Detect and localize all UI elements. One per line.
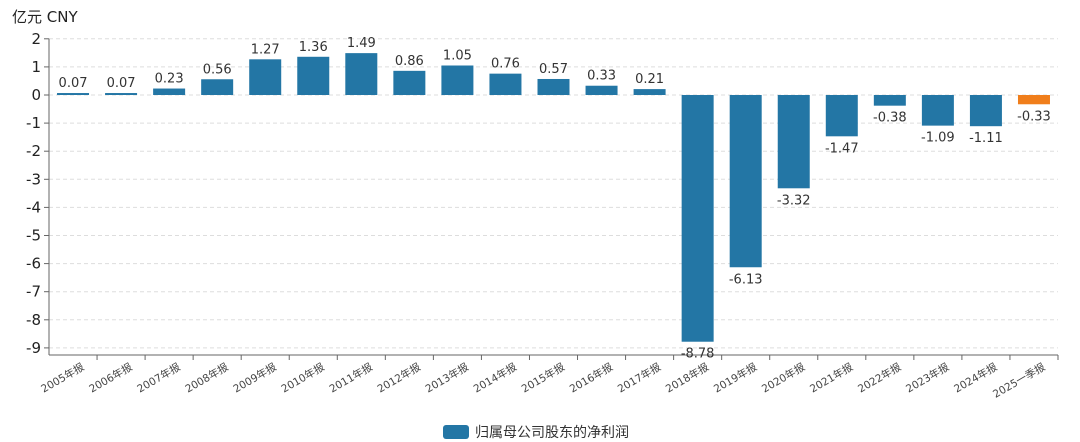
x-tick-label: 2008年报 xyxy=(183,360,231,395)
bar-value-label: -1.47 xyxy=(825,141,859,156)
y-tick-label: 0 xyxy=(31,86,41,104)
x-tick-label: 2018年报 xyxy=(663,360,711,395)
bar-value-label: -1.11 xyxy=(969,131,1003,146)
bar xyxy=(297,56,330,95)
y-tick-label: 1 xyxy=(31,58,41,76)
bar-value-label: -6.13 xyxy=(729,272,763,287)
bar-value-label: 1.36 xyxy=(299,40,328,55)
bar-value-label: 0.86 xyxy=(395,54,424,69)
bar xyxy=(153,88,186,95)
bar xyxy=(489,73,522,95)
y-tick-label: -2 xyxy=(26,142,41,160)
y-axis-unit-label: 亿元 CNY xyxy=(12,8,78,26)
bar-value-label: 1.27 xyxy=(251,42,280,57)
bar xyxy=(921,95,954,126)
bar xyxy=(969,95,1002,127)
x-tick-label: 2012年报 xyxy=(375,360,423,395)
bar xyxy=(1017,95,1050,105)
x-tick-label: 2025一季报 xyxy=(991,360,1048,401)
bar-value-label: 0.21 xyxy=(635,72,664,87)
bar-value-label: -0.38 xyxy=(873,111,907,126)
bar-value-label: 0.07 xyxy=(107,76,136,91)
bar xyxy=(729,95,762,268)
bar xyxy=(345,53,378,95)
bar xyxy=(441,65,474,95)
y-tick-label: -5 xyxy=(26,227,41,245)
x-tick-label: 2014年报 xyxy=(471,360,519,395)
x-tick-label: 2023年报 xyxy=(904,360,952,395)
bar xyxy=(777,95,810,189)
y-tick-label: -7 xyxy=(26,283,41,301)
x-tick-label: 2019年报 xyxy=(711,360,759,395)
y-tick-label: -6 xyxy=(26,255,41,273)
x-tick-label: 2015年报 xyxy=(519,360,567,395)
y-tick-label: -8 xyxy=(26,311,41,329)
bar-value-label: 0.76 xyxy=(491,57,520,72)
x-tick-label: 2010年报 xyxy=(279,360,327,395)
x-tick-label: 2021年报 xyxy=(807,360,855,395)
bar xyxy=(393,70,426,95)
x-tick-label: 2007年报 xyxy=(135,360,183,395)
bar-value-label: 0.56 xyxy=(203,62,232,77)
chart-legend[interactable]: 归属母公司股东的净利润 xyxy=(443,422,629,442)
bar-value-label: 0.33 xyxy=(587,69,616,84)
y-tick-label: -3 xyxy=(26,170,41,188)
bar xyxy=(249,59,282,95)
bar-value-label: -8.78 xyxy=(681,347,715,362)
x-tick-label: 2005年报 xyxy=(39,360,87,395)
bar xyxy=(633,89,666,95)
x-tick-label: 2017年报 xyxy=(615,360,663,395)
x-tick-label: 2016年报 xyxy=(567,360,615,395)
bar xyxy=(201,79,234,95)
bar-value-label: 0.23 xyxy=(155,72,184,87)
bar xyxy=(57,93,90,95)
bar xyxy=(681,95,714,342)
x-tick-label: 2020年报 xyxy=(759,360,807,395)
x-tick-label: 2006年报 xyxy=(87,360,135,395)
bar xyxy=(873,95,906,106)
legend-label: 归属母公司股东的净利润 xyxy=(475,425,629,441)
bar xyxy=(105,93,138,95)
bar xyxy=(825,95,858,137)
x-tick-label: 2013年报 xyxy=(423,360,471,395)
bar xyxy=(537,78,570,95)
bar-value-label: 1.49 xyxy=(347,36,376,51)
bar-value-label: -1.09 xyxy=(921,131,955,146)
bar-value-label: -0.33 xyxy=(1017,109,1051,124)
y-tick-label: 2 xyxy=(31,30,41,48)
bar-value-label: -3.32 xyxy=(777,193,811,208)
x-tick-label: 2022年报 xyxy=(855,360,903,395)
bar xyxy=(585,85,618,95)
bar-value-label: 1.05 xyxy=(443,48,472,63)
y-tick-label: -4 xyxy=(26,198,41,216)
bar-value-label: 0.57 xyxy=(539,62,568,77)
y-tick-label: -1 xyxy=(26,114,41,132)
bar-value-label: 0.07 xyxy=(59,76,88,91)
x-tick-label: 2009年报 xyxy=(231,360,279,395)
legend-swatch xyxy=(443,425,469,439)
y-tick-label: -9 xyxy=(26,339,41,357)
x-tick-label: 2011年报 xyxy=(327,360,375,395)
